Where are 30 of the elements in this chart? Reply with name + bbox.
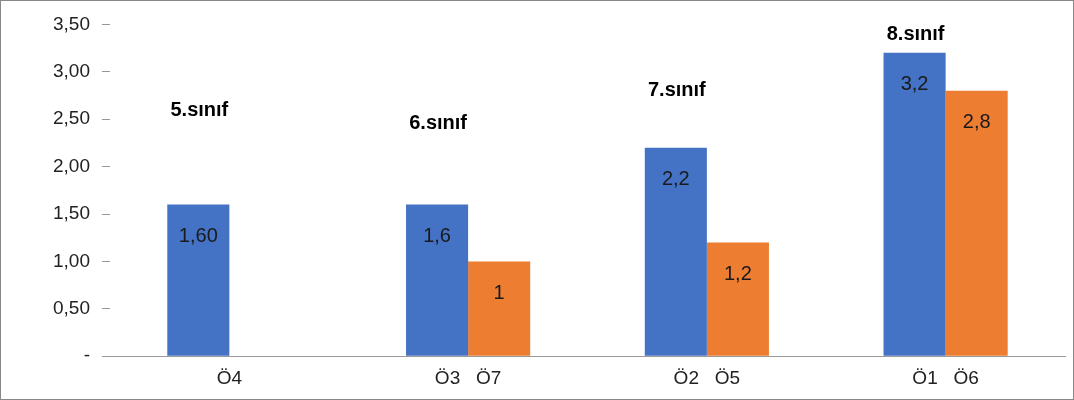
y-tick-label: 0,50 [53,297,90,319]
bar [644,147,707,356]
y-tick-label: 3,00 [53,60,90,82]
y-tick-label: - [83,344,90,366]
x-tick-label: Ö2 Ö5 [673,366,741,388]
y-tick-label: 1,00 [53,249,90,271]
y-tick-label: 2,00 [53,154,90,176]
data-label: 1,60 [178,224,218,247]
data-label: 3,2 [900,72,929,95]
bar [468,261,531,356]
data-label: 2,8 [962,110,991,133]
annotation: 6.sınıf [409,111,468,134]
annotation: 5.sınıf [170,98,229,121]
data-label: 1 [493,280,505,303]
y-tick-label: 1,50 [53,202,90,224]
data-label: 2,2 [661,167,690,190]
x-tick-label: Ö1 Ö6 [912,366,979,388]
bar [406,204,469,356]
bar [883,52,946,356]
x-tick-label: Ö3 Ö7 [434,366,502,388]
data-label: 1,2 [724,261,752,284]
bar [706,242,769,356]
x-tick-label: Ö4 [216,366,243,388]
y-tick-label: 2,50 [53,107,90,129]
annotation: 8.sınıf [886,21,945,44]
annotation: 7.sınıf [647,78,707,101]
bar [167,204,230,356]
y-tick-label: 3,50 [53,12,90,34]
bar [945,90,1008,356]
data-label: 1,6 [423,224,451,247]
